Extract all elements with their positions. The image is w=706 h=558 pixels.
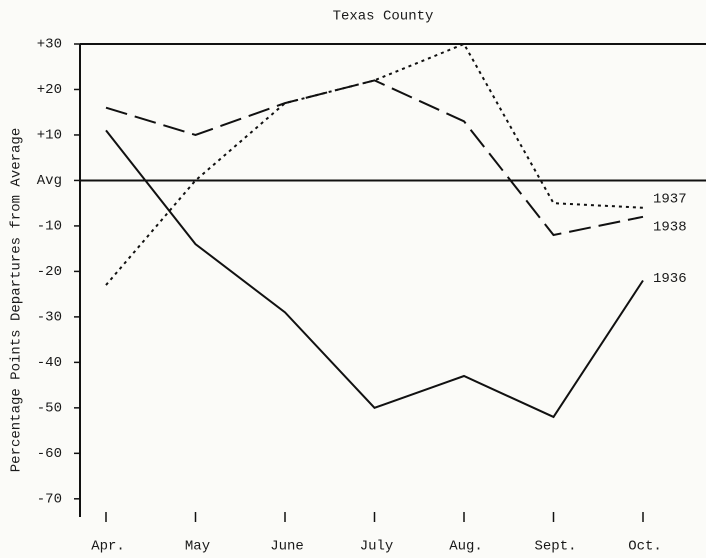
x-tick-label: Oct.	[628, 539, 662, 555]
y-tick-label: +10	[37, 128, 62, 144]
y-axis-label: Percentage Points Departures from Averag…	[9, 128, 25, 472]
y-tick-label: -60	[37, 446, 62, 462]
series-line	[105, 129, 644, 419]
y-tick-label: -30	[37, 310, 62, 326]
y-tick-label: -20	[37, 264, 62, 280]
x-tick-label: June	[270, 539, 304, 555]
y-tick-label: -70	[37, 492, 62, 508]
y-tick-label: Avg	[37, 173, 62, 189]
y-tick-label: +20	[37, 82, 62, 98]
y-tick-label: -50	[37, 401, 62, 417]
series-line	[105, 79, 644, 237]
x-tick-label: Sept.	[534, 539, 576, 555]
chart-title: Texas County	[333, 9, 434, 25]
y-tick-label: -40	[37, 355, 62, 371]
series-label: 1938	[653, 220, 687, 236]
x-tick-label: May	[185, 539, 210, 555]
series-label: 1937	[653, 191, 687, 207]
series-label: 1936	[653, 271, 687, 287]
x-tick-label: July	[360, 539, 394, 555]
y-tick-label: -10	[37, 219, 62, 235]
y-tick-label: +30	[37, 37, 62, 53]
x-tick-label: Aug.	[449, 539, 483, 555]
x-tick-label: Apr.	[91, 539, 125, 555]
